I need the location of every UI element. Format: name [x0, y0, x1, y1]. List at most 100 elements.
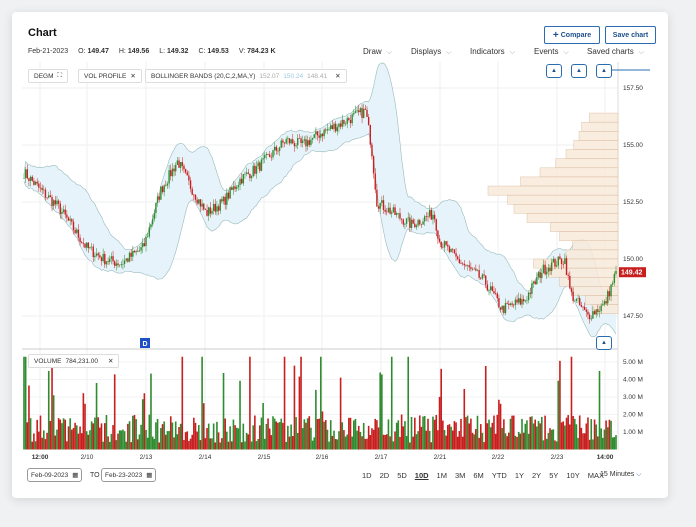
candle-body: [422, 221, 424, 225]
from-date-input[interactable]: Feb-09-2023 ▦: [27, 468, 83, 482]
range-ytd[interactable]: YTD: [491, 471, 507, 480]
volume-bar: [455, 422, 457, 450]
volume-bar: [303, 419, 306, 450]
menu-saved-charts[interactable]: Saved charts ⌵: [587, 47, 645, 56]
volume-bar: [240, 442, 243, 450]
candle-body: [602, 304, 604, 306]
volume-bar: [329, 420, 332, 450]
candle-body: [460, 262, 462, 264]
volume-bar: [324, 420, 327, 450]
candle-body: [285, 139, 287, 144]
menu-draw[interactable]: Draw ⌵: [363, 47, 392, 56]
volume-bar: [366, 438, 368, 450]
close-icon[interactable]: ✕: [130, 73, 136, 80]
candle-body: [43, 189, 45, 191]
bollinger-chip[interactable]: BOLLINGER BANDS (20,C,2,MA,Y) 152.07 150.2…: [145, 69, 347, 83]
to-date-input[interactable]: Feb-23-2023 ▦: [101, 468, 157, 482]
range-3m[interactable]: 3M: [454, 471, 466, 480]
candle-body: [300, 138, 302, 143]
menu-events[interactable]: Events ⌵: [534, 47, 569, 56]
volume-bar: [521, 418, 523, 450]
candle-body: [104, 253, 106, 265]
compare-button[interactable]: + Compare: [544, 26, 600, 44]
close-icon[interactable]: ✕: [335, 73, 341, 80]
range-2y[interactable]: 2Y: [532, 471, 542, 480]
candle-body: [168, 170, 170, 184]
candle-body: [236, 187, 238, 189]
candle-body: [501, 305, 503, 310]
menu-displays[interactable]: Displays ⌵: [411, 47, 452, 56]
volume-bar: [503, 419, 505, 450]
alert-bell-icon[interactable]: ▲: [596, 64, 612, 78]
volume-bar: [374, 418, 377, 450]
interval-select[interactable]: 15 Minutes ⌵: [600, 471, 642, 478]
volume-bar: [399, 436, 401, 450]
close-icon[interactable]: ✕: [108, 358, 114, 365]
volume-profile-bar: [539, 167, 619, 178]
price-tick-label: 157.50: [623, 85, 643, 92]
volume-bar: [288, 436, 291, 450]
volume-bar: [593, 419, 596, 450]
volume-bar: [494, 433, 497, 450]
volume-tick-label: 4.00 M: [623, 377, 643, 384]
candle-body: [207, 207, 210, 216]
candle-body: [362, 108, 365, 118]
range-5y[interactable]: 5Y: [549, 471, 559, 480]
range-6m[interactable]: 6M: [473, 471, 484, 480]
candle-body: [328, 128, 330, 130]
candle-body: [549, 267, 551, 272]
volume-bar: [47, 370, 50, 450]
alert-bell-icon[interactable]: ▲: [571, 64, 587, 78]
candle-body: [179, 162, 182, 168]
volume-bar: [163, 421, 165, 450]
vol-profile-chip[interactable]: VOL PROFILE ✕: [78, 69, 142, 83]
volume-bar: [270, 435, 273, 450]
save-chart-button[interactable]: Save chart: [605, 26, 656, 44]
range-selector: 1D 2D 5D 10D 1M 3M 6M YTD 1Y 2Y 5Y 10Y MAX: [362, 471, 604, 480]
candle-body: [146, 236, 149, 238]
candle-body: [33, 180, 35, 185]
volume-bar: [323, 421, 325, 450]
range-1y[interactable]: 1Y: [514, 471, 524, 480]
volume-bar: [26, 422, 29, 450]
candle-body: [269, 154, 271, 157]
candle-body: [206, 209, 208, 216]
volume-bar: [80, 433, 83, 450]
symbol-chip[interactable]: DEGM ⛶: [28, 69, 69, 83]
volume-chip[interactable]: VOLUME 784,231.00 ✕: [28, 354, 120, 368]
alert-bell-icon[interactable]: ▲: [596, 336, 612, 350]
range-1m[interactable]: 1M: [436, 471, 447, 480]
candle-body: [267, 153, 269, 155]
volume-bar: [524, 423, 527, 450]
candle-body: [145, 236, 147, 246]
candle-body: [598, 311, 601, 312]
range-max[interactable]: MAX: [587, 471, 604, 480]
volume-bar: [560, 422, 563, 450]
calendar-icon[interactable]: ▦: [146, 472, 153, 479]
range-5d[interactable]: 5D: [397, 471, 407, 480]
alert-bell-icon[interactable]: ▲: [546, 64, 562, 78]
volume-bar: [367, 425, 370, 450]
candle-body: [109, 258, 111, 262]
candle-body: [577, 298, 579, 299]
candle-body: [338, 123, 340, 128]
range-10y[interactable]: 10Y: [566, 471, 580, 480]
candle-body: [453, 249, 456, 254]
volume-bar: [204, 438, 207, 450]
candle-body: [262, 158, 264, 160]
range-1d[interactable]: 1D: [362, 471, 372, 480]
volume-profile-bar: [526, 213, 619, 223]
volume-bar: [407, 356, 410, 450]
volume-bar: [381, 374, 383, 450]
candle-body: [128, 252, 131, 262]
expand-icon[interactable]: ⛶: [57, 72, 63, 79]
candle-body: [62, 209, 65, 212]
volume-bar: [540, 416, 543, 450]
menu-indicators[interactable]: Indicators ⌵: [470, 47, 515, 56]
volume-bar: [549, 428, 551, 450]
volume-bar: [369, 435, 372, 450]
calendar-icon[interactable]: ▦: [72, 472, 79, 479]
range-10d[interactable]: 10D: [414, 471, 429, 480]
range-2d[interactable]: 2D: [379, 471, 390, 480]
